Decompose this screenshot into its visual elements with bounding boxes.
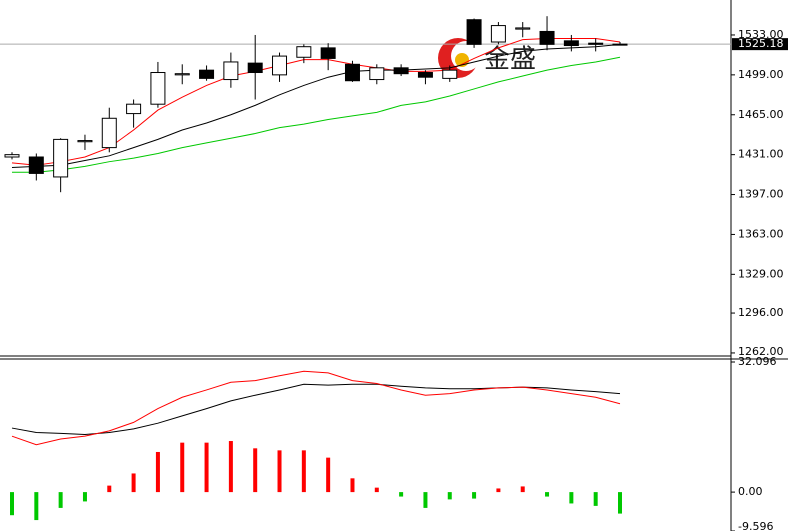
candle-body [101,117,117,149]
histogram-bar [618,492,622,514]
y-tick-label: 0.00 [738,485,763,498]
candle-body [563,40,579,47]
histogram-bar [423,492,428,508]
indicator-line [11,370,621,446]
histogram-bar [447,492,452,500]
candle-body [296,46,312,58]
histogram-bar [545,492,550,497]
histogram-bar [593,492,598,506]
histogram-bar [399,492,404,497]
candle-body [53,138,69,178]
histogram-bar [374,487,379,493]
histogram-bar [10,492,14,516]
histogram-bar [472,492,477,499]
histogram-bar [155,451,160,493]
histogram-bar [253,448,258,493]
candle-body [126,103,142,115]
indicator-line [12,56,621,173]
histogram-bar [82,492,87,502]
y-tick-label: 1533.00 [738,28,784,41]
y-tick-label: 1329.00 [738,267,784,280]
histogram-bar [107,485,112,493]
candle-body [77,140,93,143]
watermark: 金盛 [484,45,536,75]
candle-body [612,43,628,46]
y-tick-label: 1363.00 [738,227,784,240]
histogram-bar [326,457,331,493]
histogram-bar [204,442,209,493]
histogram-bar [569,492,574,504]
histogram-bar [180,442,185,493]
histogram-bar [34,492,39,521]
candle-body [442,69,458,79]
candle-body [466,19,482,45]
histogram-bar [301,450,306,493]
price-label: 1525.18 [738,37,784,50]
candle-body [272,55,288,76]
y-tick-label: 1262.00 [738,345,784,358]
price-label-bg [732,38,788,51]
candle-body [150,72,166,105]
histogram-bar [520,486,525,493]
candle-body [393,67,409,75]
histogram-bar [350,478,355,493]
candle-body [199,69,215,79]
candle-body [247,62,263,74]
candle-body [28,156,44,174]
histogram-bar [131,473,136,493]
y-tick-label: 1397.00 [738,188,784,201]
candle-body [320,47,336,59]
indicator-line [11,43,621,169]
candle-body [369,67,385,81]
candle-body [174,73,190,76]
y-tick-label: -9.596 [738,520,773,531]
y-tick-label: 1296.00 [738,306,784,319]
histogram-bar [58,492,63,508]
candle-body [417,72,433,78]
histogram-bar [277,450,282,493]
histogram-bar [496,488,501,493]
indicator-line [11,383,621,436]
candle-body [4,154,20,158]
y-tick-label: 32.096 [738,355,777,368]
candle-body [344,63,360,82]
candle-body [588,42,604,45]
y-tick-label: 1431.00 [738,148,784,161]
candle-body [223,61,239,81]
y-tick-label: 1465.00 [738,108,784,121]
y-tick-label: 1499.00 [738,68,784,81]
candle-body [539,30,555,45]
candle-body [490,25,506,43]
histogram-bar [228,441,233,493]
candle-body [515,27,531,30]
